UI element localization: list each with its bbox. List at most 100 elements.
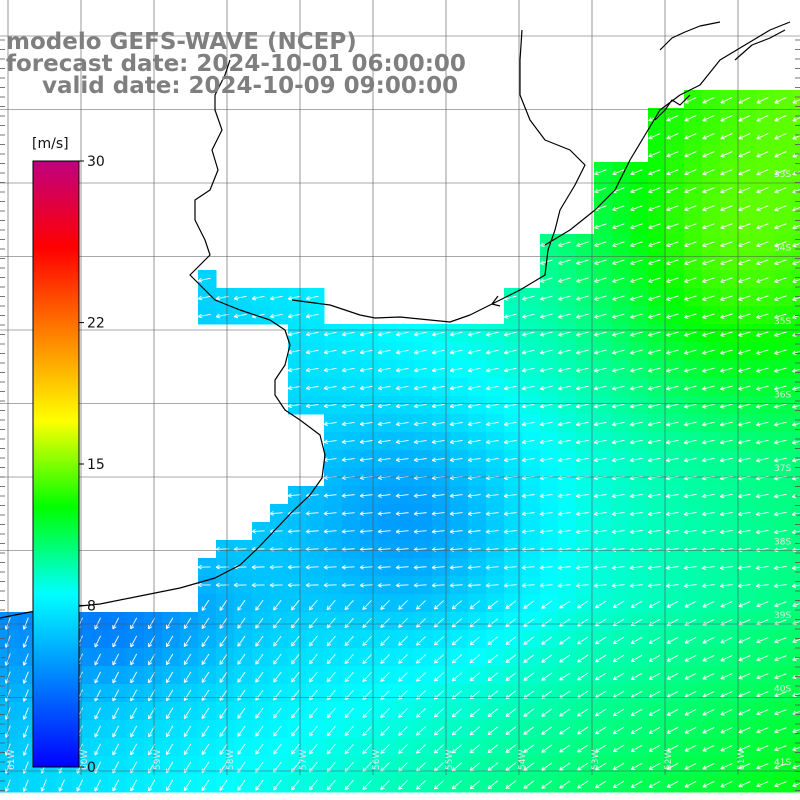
- wind-arrow: [305, 511, 319, 516]
- wind-arrow: [594, 295, 607, 301]
- wind-arrow: [629, 403, 643, 409]
- wind-arrow: [647, 529, 661, 535]
- wind-arrow: [469, 762, 481, 772]
- wind-arrow: [539, 385, 553, 391]
- wind-arrow: [431, 565, 445, 570]
- wind-arrow: [433, 672, 444, 682]
- wind-arrow: [290, 725, 300, 737]
- wind-arrow: [629, 385, 643, 391]
- wind-arrow: [380, 636, 390, 646]
- wind-arrow: [287, 313, 301, 319]
- wind-arrow: [395, 367, 409, 373]
- wind-arrow: [395, 349, 409, 355]
- wind-arrow: [130, 617, 138, 630]
- wind-arrow: [595, 744, 607, 753]
- wind-arrow: [648, 187, 661, 194]
- wind-arrow: [577, 600, 589, 609]
- wind-arrow: [416, 726, 426, 736]
- wind-speed-cell: [792, 450, 800, 469]
- wind-arrow: [720, 187, 733, 194]
- wind-arrow: [701, 367, 715, 373]
- wind-arrow: [503, 313, 517, 319]
- wind-arrow: [431, 439, 445, 445]
- wind-arrow: [112, 617, 120, 630]
- wind-arrow: [541, 672, 553, 681]
- wind-arrow: [541, 726, 553, 735]
- wind-arrow: [756, 637, 769, 644]
- wind-arrow: [290, 743, 300, 755]
- wind-arrow: [738, 277, 751, 284]
- wind-arrow: [521, 385, 535, 391]
- wind-arrow: [701, 583, 715, 588]
- wind-arrow: [539, 511, 553, 517]
- colorbar-gradient: [32, 160, 80, 768]
- wind-arrow: [737, 403, 751, 409]
- wind-arrow: [503, 385, 517, 391]
- wind-arrow: [756, 115, 769, 122]
- wind-arrow: [503, 565, 517, 570]
- wind-arrow: [237, 707, 246, 719]
- wind-arrow: [130, 671, 138, 684]
- wind-arrow: [112, 779, 120, 792]
- wind-arrow: [362, 726, 372, 737]
- wind-arrow: [323, 439, 337, 445]
- wind-arrow: [522, 295, 535, 301]
- wind-arrow: [774, 367, 787, 373]
- wind-arrow: [273, 779, 282, 791]
- wind-arrow: [630, 223, 643, 230]
- wind-arrow: [201, 635, 210, 647]
- wind-arrow: [290, 707, 300, 719]
- wind-arrow: [755, 403, 769, 409]
- wind-arrow: [273, 707, 282, 719]
- wind-arrow: [395, 421, 409, 427]
- wind-arrow: [469, 744, 481, 754]
- wind-arrow: [22, 743, 29, 756]
- wind-arrow: [630, 331, 643, 337]
- wind-arrow: [395, 457, 409, 463]
- wind-arrow: [359, 511, 373, 516]
- wind-speed-cell: [792, 774, 800, 793]
- wind-arrow: [433, 726, 444, 736]
- wind-arrow: [773, 493, 787, 499]
- wind-speed-cell: [792, 180, 800, 199]
- wind-arrow: [612, 169, 625, 176]
- wind-arrow: [701, 403, 715, 409]
- wind-arrow: [197, 564, 211, 570]
- wind-arrow: [359, 367, 373, 373]
- wind-arrow: [576, 295, 589, 301]
- wind-arrow: [487, 636, 499, 646]
- wind-arrow: [505, 636, 517, 645]
- wind-arrow: [738, 691, 751, 698]
- wind-arrow: [665, 565, 679, 571]
- wind-arrow: [112, 707, 120, 720]
- wind-arrow: [612, 780, 625, 789]
- wind-arrow: [540, 295, 553, 301]
- wind-arrow: [612, 708, 625, 717]
- wind-arrow: [792, 638, 800, 644]
- wind-arrow: [308, 653, 318, 665]
- wind-arrow: [94, 707, 101, 720]
- wind-arrow: [720, 691, 733, 698]
- wind-arrow: [683, 565, 697, 571]
- wind-arrow: [219, 599, 228, 611]
- wind-arrow: [380, 654, 390, 664]
- wind-arrow: [233, 295, 247, 301]
- latitude-label: 36S: [774, 391, 791, 401]
- wind-arrow: [684, 762, 697, 770]
- wind-arrow: [684, 744, 697, 752]
- wind-arrow: [666, 259, 679, 266]
- wind-arrow: [684, 259, 697, 266]
- wind-arrow: [575, 349, 589, 355]
- wind-speed-field: [0, 90, 800, 793]
- wind-arrow: [362, 654, 372, 665]
- wind-arrow: [755, 385, 769, 391]
- wind-arrow: [738, 727, 751, 734]
- wind-arrow: [341, 367, 355, 373]
- wind-arrow: [719, 403, 733, 409]
- wind-arrow: [738, 331, 751, 337]
- wind-arrow: [341, 439, 355, 445]
- wind-arrow: [594, 223, 607, 230]
- wind-arrow: [523, 600, 535, 609]
- latitude-labels: 33S 34S 35S 36S 37S 38S 39S 40S 41S: [774, 170, 791, 768]
- wind-arrow: [4, 779, 11, 792]
